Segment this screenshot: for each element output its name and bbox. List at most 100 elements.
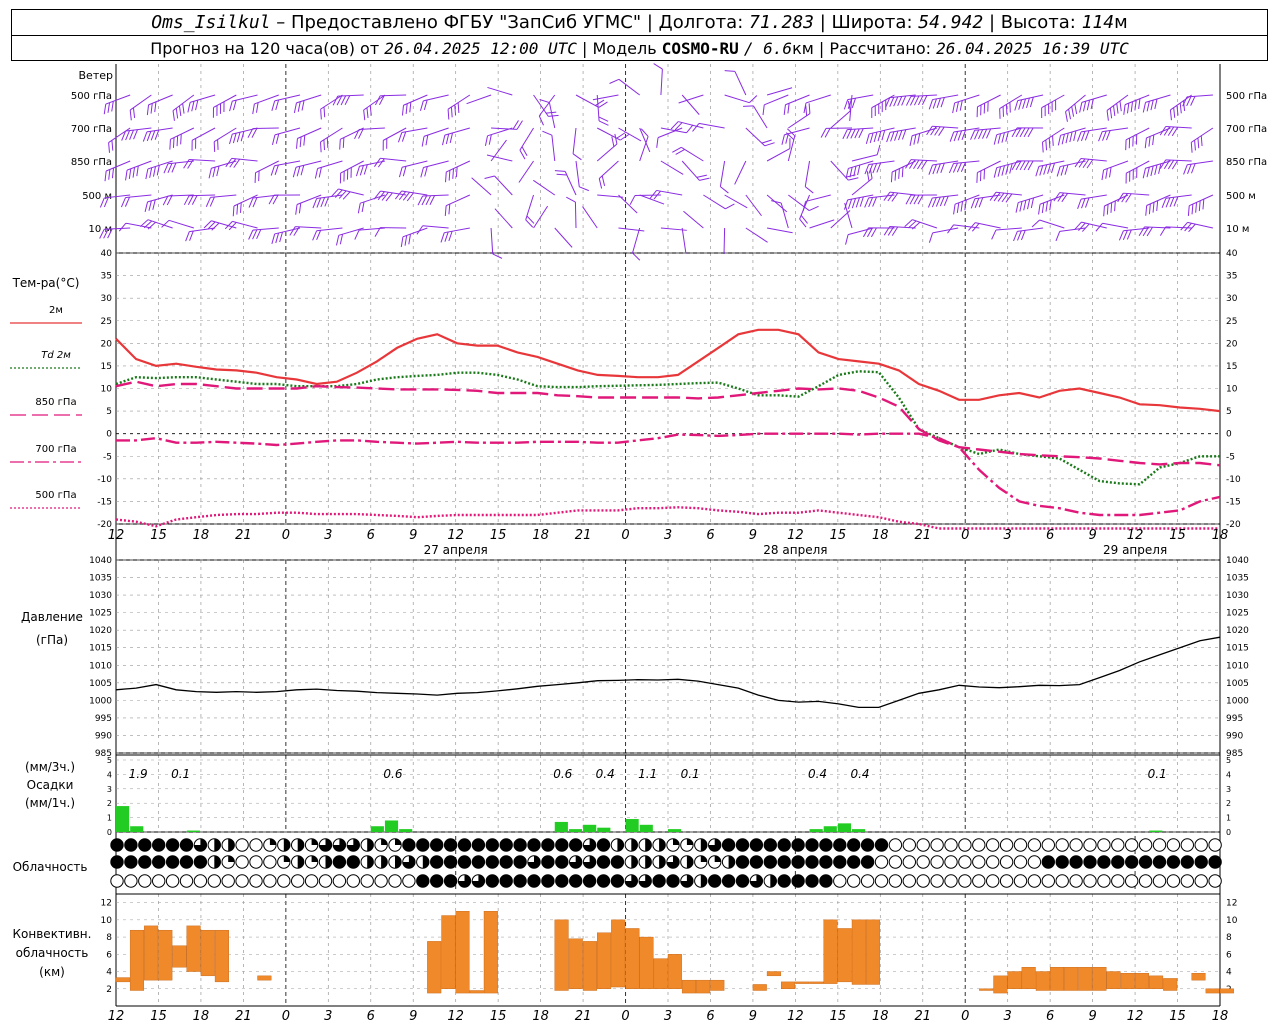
precip-tick-label: 1: [107, 814, 112, 823]
cloud-symbol: [1180, 855, 1195, 869]
wind-flag: [857, 164, 861, 176]
wind-staff: [618, 127, 642, 142]
wind-staff: [809, 219, 835, 229]
wind-barb: [1101, 160, 1129, 181]
wind-flag: [450, 107, 453, 118]
cloud-symbol: [291, 874, 305, 888]
wind-flag: [1173, 196, 1179, 207]
wind-flag: [440, 232, 445, 243]
wind-flag: [1148, 203, 1151, 215]
cloud-symbol: [1152, 855, 1167, 869]
convective-bar: [809, 981, 824, 984]
cloud-symbol: [569, 874, 583, 888]
wind-flag: [1078, 158, 1086, 168]
cloud-symbol: [999, 855, 1014, 869]
wind-barb: [851, 144, 881, 162]
wind-barb: [993, 160, 1022, 178]
cloud-fill: [228, 838, 235, 852]
wind-barb: [224, 220, 258, 231]
wind-flag: [320, 109, 322, 120]
temp-tick-label: 20: [101, 339, 113, 349]
wind-flag: [484, 135, 489, 147]
wind-flag: [366, 107, 369, 118]
wind-barb: [681, 160, 710, 181]
wind-flag: [1005, 104, 1008, 115]
precip-bar: [823, 826, 837, 832]
wind-flag: [932, 164, 937, 175]
wind-barb: [394, 190, 428, 202]
wind-barb: [484, 175, 513, 196]
calc-time: 26.04.2025 16:39 UTC: [936, 39, 1129, 58]
x-tick-label: 3: [1004, 1009, 1012, 1024]
wind-flag: [579, 186, 590, 192]
precip-axis-label: (мм/3ч.): [25, 760, 75, 774]
cloud-symbol: [916, 874, 930, 888]
cloud-fill: [319, 838, 332, 852]
wind-flag: [454, 104, 457, 116]
wind-barb: [554, 227, 573, 248]
wind-barb: [598, 160, 619, 189]
wind-flag: [1077, 198, 1082, 209]
wind-flag: [207, 221, 216, 230]
wind-flag: [862, 227, 869, 238]
wind-flag: [964, 199, 967, 211]
wind-flag: [240, 131, 245, 142]
wind-flag: [176, 135, 179, 147]
wind-barb: [993, 127, 1022, 145]
wind-staff: [189, 227, 216, 233]
wind-staff: [784, 127, 810, 136]
wind-flag: [891, 192, 899, 202]
precip-bar: [399, 829, 413, 832]
cloud-fill: [228, 855, 235, 862]
x-tick-label: 18: [193, 528, 210, 543]
wind-flag: [248, 197, 254, 208]
wind-barb: [862, 227, 895, 238]
wind-flag: [103, 197, 109, 208]
wind-staff: [359, 160, 386, 167]
temp-series-line: [115, 370, 1220, 486]
cloud-symbol: [416, 874, 430, 888]
wind-staff: [954, 94, 980, 104]
temp-tick-label: 15: [101, 362, 112, 372]
wind-staff: [932, 160, 959, 166]
temp-tick-label: 5: [106, 407, 112, 417]
wind-barb: [883, 225, 916, 236]
wind-staff: [338, 188, 364, 196]
wind-barb: [660, 124, 694, 134]
wind-staff: [1123, 227, 1150, 232]
wind-flag: [225, 158, 233, 168]
wind-flag: [952, 102, 956, 114]
wind-flag: [402, 191, 410, 201]
wind-barb: [1183, 160, 1213, 175]
wind-flag: [271, 100, 276, 111]
wind-flag: [1068, 108, 1072, 120]
wind-barb: [1103, 194, 1129, 217]
wind-staff: [487, 86, 513, 96]
wind-flag: [843, 99, 849, 110]
wind-staff: [148, 94, 173, 106]
wind-staff: [1165, 125, 1192, 129]
convective-bar: [1064, 967, 1079, 991]
wind-barb: [830, 160, 859, 181]
wind-barb: [374, 227, 407, 237]
wind-staff: [466, 94, 492, 105]
wind-staff: [252, 127, 279, 130]
wind-flag: [598, 101, 608, 108]
x-tick-label: 12: [1127, 528, 1144, 543]
wind-flag: [851, 98, 856, 109]
wind-staff: [1081, 221, 1107, 229]
cloud-fill: [583, 838, 596, 852]
wind-flag: [363, 109, 366, 121]
wind-staff: [830, 110, 851, 129]
wind-staff: [745, 227, 768, 243]
wind-flag: [987, 101, 989, 112]
precip-3h-total: 0.6: [553, 767, 572, 781]
wind-flag: [883, 191, 891, 201]
cloud-fill: [645, 855, 652, 869]
wind-flag: [339, 234, 344, 245]
cloud-symbol: [555, 855, 569, 869]
wind-staff: [698, 122, 725, 129]
wind-barb: [332, 94, 364, 106]
wind-staff: [656, 189, 683, 196]
forecast-prefix: Прогноз на 120 часа(ов) от: [150, 39, 380, 58]
